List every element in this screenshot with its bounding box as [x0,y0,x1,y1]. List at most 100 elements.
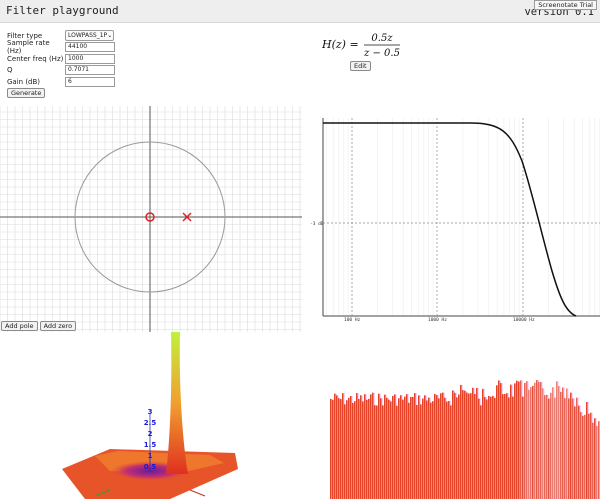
spectrum-bar [386,397,389,499]
spectrum-bar [410,396,413,499]
xtick-1000: 1000 Hz [428,317,447,323]
spectrum-bar [578,405,581,499]
spectrum-bar [482,388,485,499]
spectrum-bar [344,404,347,499]
spectrum-bar [470,393,473,499]
spectrum-bar [406,394,409,499]
add-zero-button[interactable]: Add zero [39,321,77,331]
app-title: Filter playground [6,4,119,17]
minus3db-label: -3 dB [310,221,324,227]
filter-form: Filter type LOWPASS_1P ⌄ Sample rate (Hz… [7,30,115,99]
spectrum-bar [554,397,557,499]
spectrum-bar [506,393,509,499]
spectrum-bar [524,382,527,499]
spectrum-plot [330,380,600,499]
spectrum-bar [390,401,393,499]
spectrum-bar [450,405,453,499]
spectrum-bar [418,395,421,499]
spectrum-bar [500,383,503,499]
gain-row: Gain (dB) 6 [7,76,115,88]
spectrum-bar [570,392,573,499]
spectrum-bar [556,381,559,499]
spectrum-bar [442,392,445,499]
surface-label-1-5: 1.5 [144,441,157,449]
spectrum-bar [352,402,355,499]
spectrum-bar [332,399,335,499]
spectrum-bar [536,380,539,499]
spectrum-bar [362,401,365,499]
spectrum-bar [356,393,359,499]
spectrum-bar [434,393,437,499]
spectrum-bar [396,405,399,499]
spectrum-bar [460,384,463,499]
chevron-down-icon: ⌄ [107,32,113,40]
spectrum-bar [558,386,561,499]
spectrum-bar [440,393,443,499]
center-freq-row: Center freq (Hz) 1000 [7,53,115,65]
spectrum-bar [336,395,339,499]
spectrum-bar [486,399,489,499]
spectrum-bar [346,400,349,499]
magnitude-curve [323,122,577,317]
spectrum-bar [456,397,459,499]
spectrum-bar [564,398,567,499]
spectrum-bar [392,395,395,499]
spectrum-bar [374,405,377,499]
spectrum-bar [508,397,511,499]
spectrum-bar [404,396,407,499]
spectrum-bar [526,381,529,499]
filter-type-value: LOWPASS_1P [68,32,108,40]
spectrum-bar [478,398,481,499]
surface-labels: 3 2.5 2 1.5 1 0.5 [144,408,157,471]
gain-input[interactable]: 6 [65,76,115,87]
spectrum-bar [552,387,555,499]
spectrum-bar [518,381,521,499]
surface-peak [166,332,188,474]
filter-type-select[interactable]: LOWPASS_1P ⌄ [65,30,114,42]
spectrum-bar [416,404,419,499]
spectrum-bar [444,397,447,499]
spectrum-bar [340,399,343,499]
q-label: Q [7,66,13,75]
spectrum-bar [454,392,457,499]
spectrum-bar [370,394,373,499]
add-pole-button[interactable]: Add pole [1,321,38,331]
spectrum-bar [560,392,563,499]
surface-axis-x [189,489,206,497]
spectrum-bar [572,398,575,499]
spectrum-bar [548,398,551,499]
spectrum-bar [388,399,391,499]
pole-cross-b [182,212,192,222]
spectrum-bar [420,404,423,499]
spectrum-bar [542,388,545,499]
q-row: Q 0.7071 [7,65,115,77]
generate-button[interactable]: Generate [7,88,46,99]
transfer-function: H(z) = 0.5z z − 0.5 [322,33,400,59]
spectrum-bar [446,401,449,499]
sample-rate-input[interactable]: 44100 [65,42,115,53]
spectrum-bar [562,387,565,499]
surface-plot[interactable]: 3 2.5 2 1.5 1 0.5 [0,332,305,499]
spectrum-bar [398,398,401,499]
spectrum-bar [522,396,525,499]
gain-label: Gain (dB) [7,77,41,86]
spectrum-bar [598,421,600,499]
spectrum-bar [426,400,429,499]
filter-type-row: Filter type LOWPASS_1P ⌄ [7,30,115,42]
spectrum-bar [338,398,341,499]
xtick-10000: 10000 Hz [513,317,535,323]
unit-circle [74,141,226,293]
edit-button[interactable]: Edit [350,61,371,71]
q-input[interactable]: 0.7071 [65,65,115,76]
pole-marker[interactable] [182,212,192,222]
pole-zero-plot[interactable] [0,106,302,332]
zero-marker[interactable] [145,212,155,222]
spectrum-bar [496,385,499,499]
spectrum-bar [568,398,571,499]
app-header: Filter playground version 0.1 Screenotat… [0,0,600,23]
spectrum-bar [498,380,501,499]
spectrum-bar [354,401,357,499]
center-freq-input[interactable]: 1000 [65,53,115,64]
surface-label-3: 3 [148,408,153,416]
spectrum-bar [348,397,351,499]
